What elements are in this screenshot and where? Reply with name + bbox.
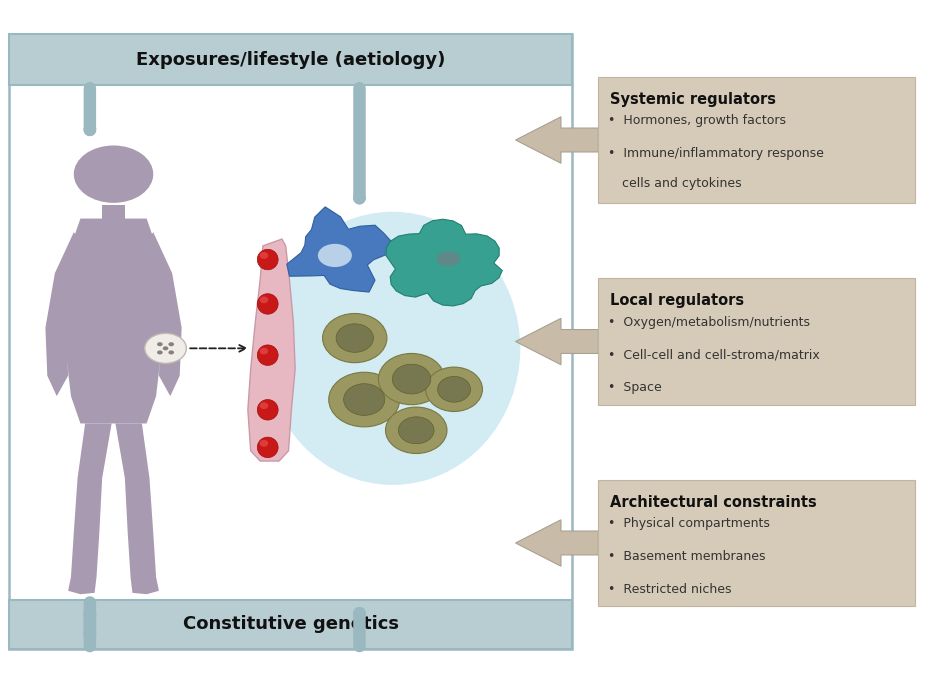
FancyBboxPatch shape (599, 76, 915, 204)
Polygon shape (516, 520, 599, 566)
Ellipse shape (336, 324, 374, 352)
Polygon shape (102, 205, 125, 219)
Ellipse shape (257, 400, 278, 420)
Ellipse shape (257, 437, 278, 458)
Circle shape (157, 342, 163, 346)
FancyBboxPatch shape (9, 34, 572, 85)
Circle shape (168, 342, 174, 346)
FancyBboxPatch shape (599, 479, 915, 607)
Ellipse shape (329, 372, 399, 427)
Ellipse shape (393, 364, 430, 394)
Circle shape (145, 333, 186, 363)
Text: •  Basement membranes: • Basement membranes (608, 550, 765, 563)
Circle shape (163, 346, 168, 350)
Text: Constitutive genetics: Constitutive genetics (183, 615, 399, 633)
Text: Local regulators: Local regulators (610, 294, 744, 308)
FancyBboxPatch shape (9, 600, 572, 649)
Polygon shape (115, 423, 159, 594)
Circle shape (168, 350, 174, 354)
Text: cells and cytokines: cells and cytokines (622, 178, 742, 191)
Ellipse shape (259, 296, 269, 303)
Ellipse shape (257, 294, 278, 314)
Ellipse shape (398, 417, 434, 444)
Circle shape (157, 350, 163, 354)
Text: Exposures/lifestyle (aetiology): Exposures/lifestyle (aetiology) (136, 51, 446, 69)
Text: •  Oxygen/metabolism/nutrients: • Oxygen/metabolism/nutrients (608, 316, 810, 329)
Ellipse shape (265, 212, 520, 485)
Ellipse shape (438, 376, 470, 402)
Polygon shape (68, 423, 112, 594)
Polygon shape (287, 207, 392, 292)
Ellipse shape (386, 407, 447, 454)
Polygon shape (248, 239, 295, 461)
Ellipse shape (259, 440, 269, 447)
Polygon shape (516, 318, 599, 365)
Text: Architectural constraints: Architectural constraints (610, 494, 816, 510)
Ellipse shape (437, 251, 461, 266)
FancyBboxPatch shape (9, 34, 572, 649)
Polygon shape (142, 232, 182, 396)
Ellipse shape (343, 384, 385, 415)
Ellipse shape (257, 249, 278, 270)
Polygon shape (45, 232, 85, 396)
Ellipse shape (259, 402, 269, 409)
Ellipse shape (259, 348, 269, 354)
Text: •  Cell-cell and cell-stroma/matrix: • Cell-cell and cell-stroma/matrix (608, 348, 819, 362)
Ellipse shape (323, 313, 387, 363)
Text: Systemic regulators: Systemic regulators (610, 92, 776, 107)
Text: •  Immune/inflammatory response: • Immune/inflammatory response (608, 148, 824, 161)
Ellipse shape (426, 367, 482, 411)
FancyBboxPatch shape (599, 279, 915, 404)
Text: •  Space: • Space (608, 381, 661, 395)
Ellipse shape (259, 252, 269, 259)
Polygon shape (386, 219, 502, 306)
Ellipse shape (378, 354, 445, 404)
Circle shape (74, 145, 153, 203)
Ellipse shape (257, 345, 278, 365)
Text: •  Physical compartments: • Physical compartments (608, 518, 770, 531)
Polygon shape (64, 219, 163, 423)
Ellipse shape (318, 244, 352, 267)
Text: •  Restricted niches: • Restricted niches (608, 583, 731, 596)
Text: •  Hormones, growth factors: • Hormones, growth factors (608, 114, 786, 128)
Polygon shape (516, 117, 599, 163)
